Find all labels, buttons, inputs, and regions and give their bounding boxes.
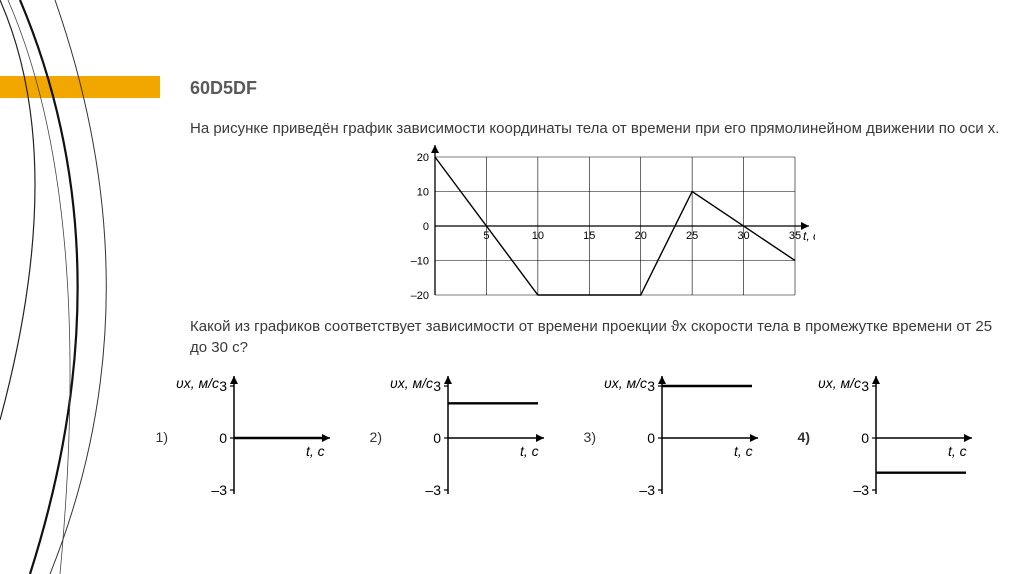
svg-text:35: 35 [789,230,801,242]
svg-text:3: 3 [861,378,869,394]
velocity-chart-1: –3 0 3υx, м/с t, с [174,372,334,502]
velocity-chart-2: –3 0 3υx, м/с t, с [388,372,548,502]
svg-text:–3: –3 [853,482,869,498]
svg-text:υx, м/с: υx, м/с [390,375,433,391]
svg-text:–20: –20 [411,290,429,302]
svg-text:t, с: t, с [734,443,753,459]
velocity-chart-4: –3 0 3υx, м/с t, с [816,372,976,502]
accent-bar [0,76,160,98]
option-number: 2) [364,429,382,445]
option-number: 4) [792,429,810,445]
svg-text:10: 10 [417,187,429,199]
option-1: 1) –3 0 3υx, м/с t, с [150,372,334,502]
svg-text:20: 20 [417,152,429,164]
svg-text:υx, м/с: υx, м/с [176,375,219,391]
main-chart-container: –20 –10 0 10 20 5 10 15 20 25 30 35 x, м t, с [190,145,1000,309]
svg-text:0: 0 [861,430,869,446]
option-4: 4) –3 0 3υx, м/с t, с [792,372,976,502]
svg-text:3: 3 [647,378,655,394]
svg-text:20: 20 [635,230,647,242]
svg-text:10: 10 [532,230,544,242]
option-number: 1) [150,429,168,445]
option-3: 3) –3 0 3υx, м/с t, с [578,372,762,502]
svg-text:5: 5 [483,230,489,242]
svg-text:0: 0 [647,430,655,446]
svg-text:25: 25 [686,230,698,242]
svg-text:x, м: x, м [438,145,460,146]
svg-text:0: 0 [433,430,441,446]
question-text: Какой из графиков соответствует зависимо… [190,317,1000,358]
svg-text:–3: –3 [425,482,441,498]
svg-text:15: 15 [583,230,595,242]
svg-text:–3: –3 [211,482,227,498]
svg-text:0: 0 [219,430,227,446]
option-number: 3) [578,429,596,445]
velocity-chart-3: –3 0 3υx, м/с t, с [602,372,762,502]
svg-text:–3: –3 [639,482,655,498]
svg-text:υx, м/с: υx, м/с [604,375,647,391]
svg-text:t, с: t, с [803,229,815,243]
options-row: 1) –303υx, м/сt, с 2) –303υx, м/сt, с 3)… [150,372,1000,502]
svg-text:υx, м/с: υx, м/с [818,375,861,391]
svg-text:30: 30 [737,230,749,242]
svg-text:3: 3 [219,378,227,394]
svg-text:3: 3 [433,378,441,394]
svg-text:t, с: t, с [520,443,539,459]
position-time-chart: –20 –10 0 10 20 5 10 15 20 25 30 35 x, м t, с [375,145,815,309]
problem-code: 60D5DF [190,78,1000,99]
svg-text:–10: –10 [411,256,429,268]
intro-text: На рисунке приведён график зависимости к… [190,119,1000,139]
svg-text:t, с: t, с [306,443,325,459]
option-2: 2) –3 0 3υx, м/с t, с [364,372,548,502]
slide-content: 60D5DF На рисунке приведён график зависи… [190,78,1000,502]
svg-text:t, с: t, с [948,443,967,459]
svg-text:0: 0 [423,221,429,233]
